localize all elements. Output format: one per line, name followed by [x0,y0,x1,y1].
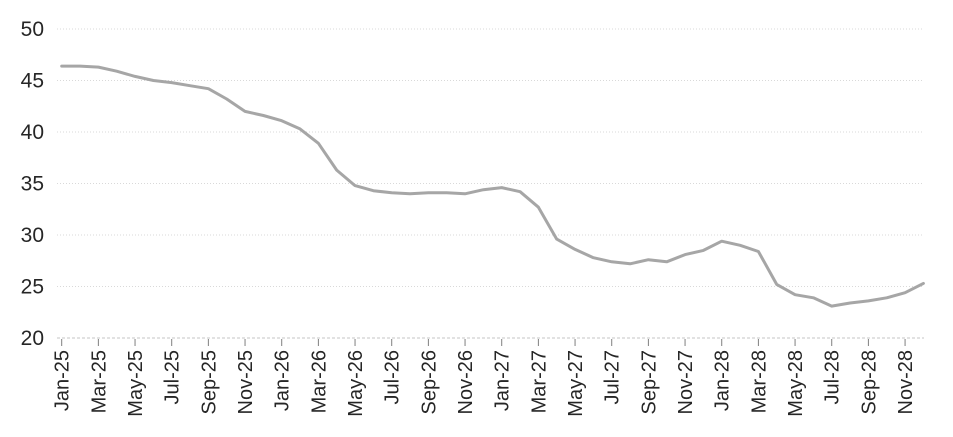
x-axis-label: Nov-26 [455,350,477,414]
y-axis-label: 40 [21,121,44,144]
x-axis-label: Jan-28 [712,350,734,411]
x-axis-label: Sep-26 [418,350,440,415]
y-axis-label: 50 [21,18,44,41]
x-axis-label: Sep-27 [638,350,660,415]
x-axis-label: Jul-28 [822,350,844,404]
x-axis-label: Mar-28 [748,350,770,413]
x-axis-label: Jul-25 [162,350,184,404]
x-axis-label: Jan-27 [492,350,514,411]
y-axis-label: 30 [21,224,44,247]
y-axis-label: 45 [21,70,44,93]
x-axis-label: May-25 [125,350,147,417]
x-axis-label: Nov-27 [675,350,697,414]
x-axis-label: Jul-26 [382,350,404,404]
data-line [60,64,925,308]
x-axis-label: Mar-26 [308,350,330,413]
x-axis-label: Mar-27 [528,350,550,413]
x-axis-label: Jul-27 [602,350,624,404]
x-axis-label: Sep-25 [198,350,220,415]
x-axis-label: May-26 [345,350,367,417]
y-axis-label: 20 [21,327,44,350]
x-axis-label: May-28 [785,350,807,417]
x-axis-label: Nov-25 [235,350,257,414]
y-axis-label: 25 [21,276,44,299]
y-axis-label: 35 [21,173,44,196]
x-axis-label: Sep-28 [858,350,880,415]
x-axis-label: Jan-25 [52,350,74,411]
x-axis-label: May-27 [565,350,587,417]
x-axis-label: Mar-25 [88,350,110,413]
x-axis-label: Nov-28 [895,350,917,414]
x-axis-label: Jan-26 [272,350,294,411]
